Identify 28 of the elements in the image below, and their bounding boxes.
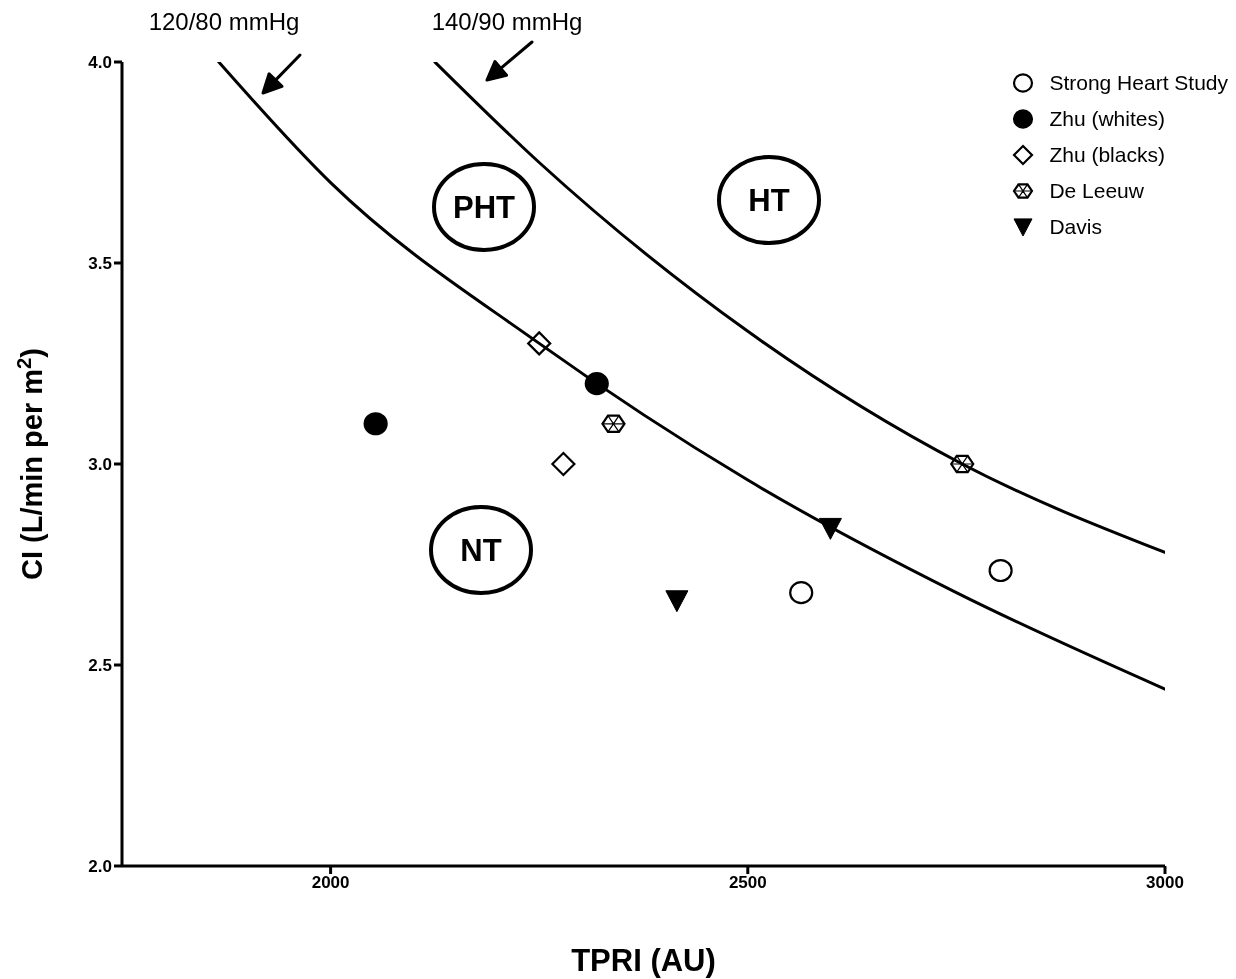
legend-label: De Leeuw xyxy=(1049,179,1144,203)
point xyxy=(789,581,814,605)
point xyxy=(818,517,842,540)
point xyxy=(601,414,626,433)
annotation: HT xyxy=(748,183,790,218)
point xyxy=(527,331,552,356)
y-tick-label: 2.0 xyxy=(88,857,112,877)
x-tick-label: 2000 xyxy=(311,873,350,893)
x-tick-label: 2500 xyxy=(728,873,767,893)
point xyxy=(665,590,689,613)
text: 140/90 mmHg xyxy=(431,8,583,35)
annotation: PHT xyxy=(453,190,516,225)
y-tick-label: 2.5 xyxy=(88,656,112,676)
y-tick-label: 3.5 xyxy=(88,254,112,274)
y-tick-label: 4.0 xyxy=(88,53,112,73)
x-axis-title: TPRI (AU) xyxy=(571,943,716,978)
text: 120/80 mmHg xyxy=(148,8,300,35)
annotation: NT xyxy=(460,533,502,568)
point xyxy=(988,558,1013,583)
point xyxy=(551,451,576,477)
legend-label: Zhu (blacks) xyxy=(1049,143,1165,167)
point xyxy=(363,412,388,436)
x-tick-label: 3000 xyxy=(1146,873,1184,893)
legend-label: Strong Heart Study xyxy=(1049,71,1228,95)
point xyxy=(584,372,609,396)
legend-label: Davis xyxy=(1049,215,1102,239)
y-tick-label: 3.0 xyxy=(88,455,112,475)
legend-label: Zhu (whites) xyxy=(1049,107,1165,131)
